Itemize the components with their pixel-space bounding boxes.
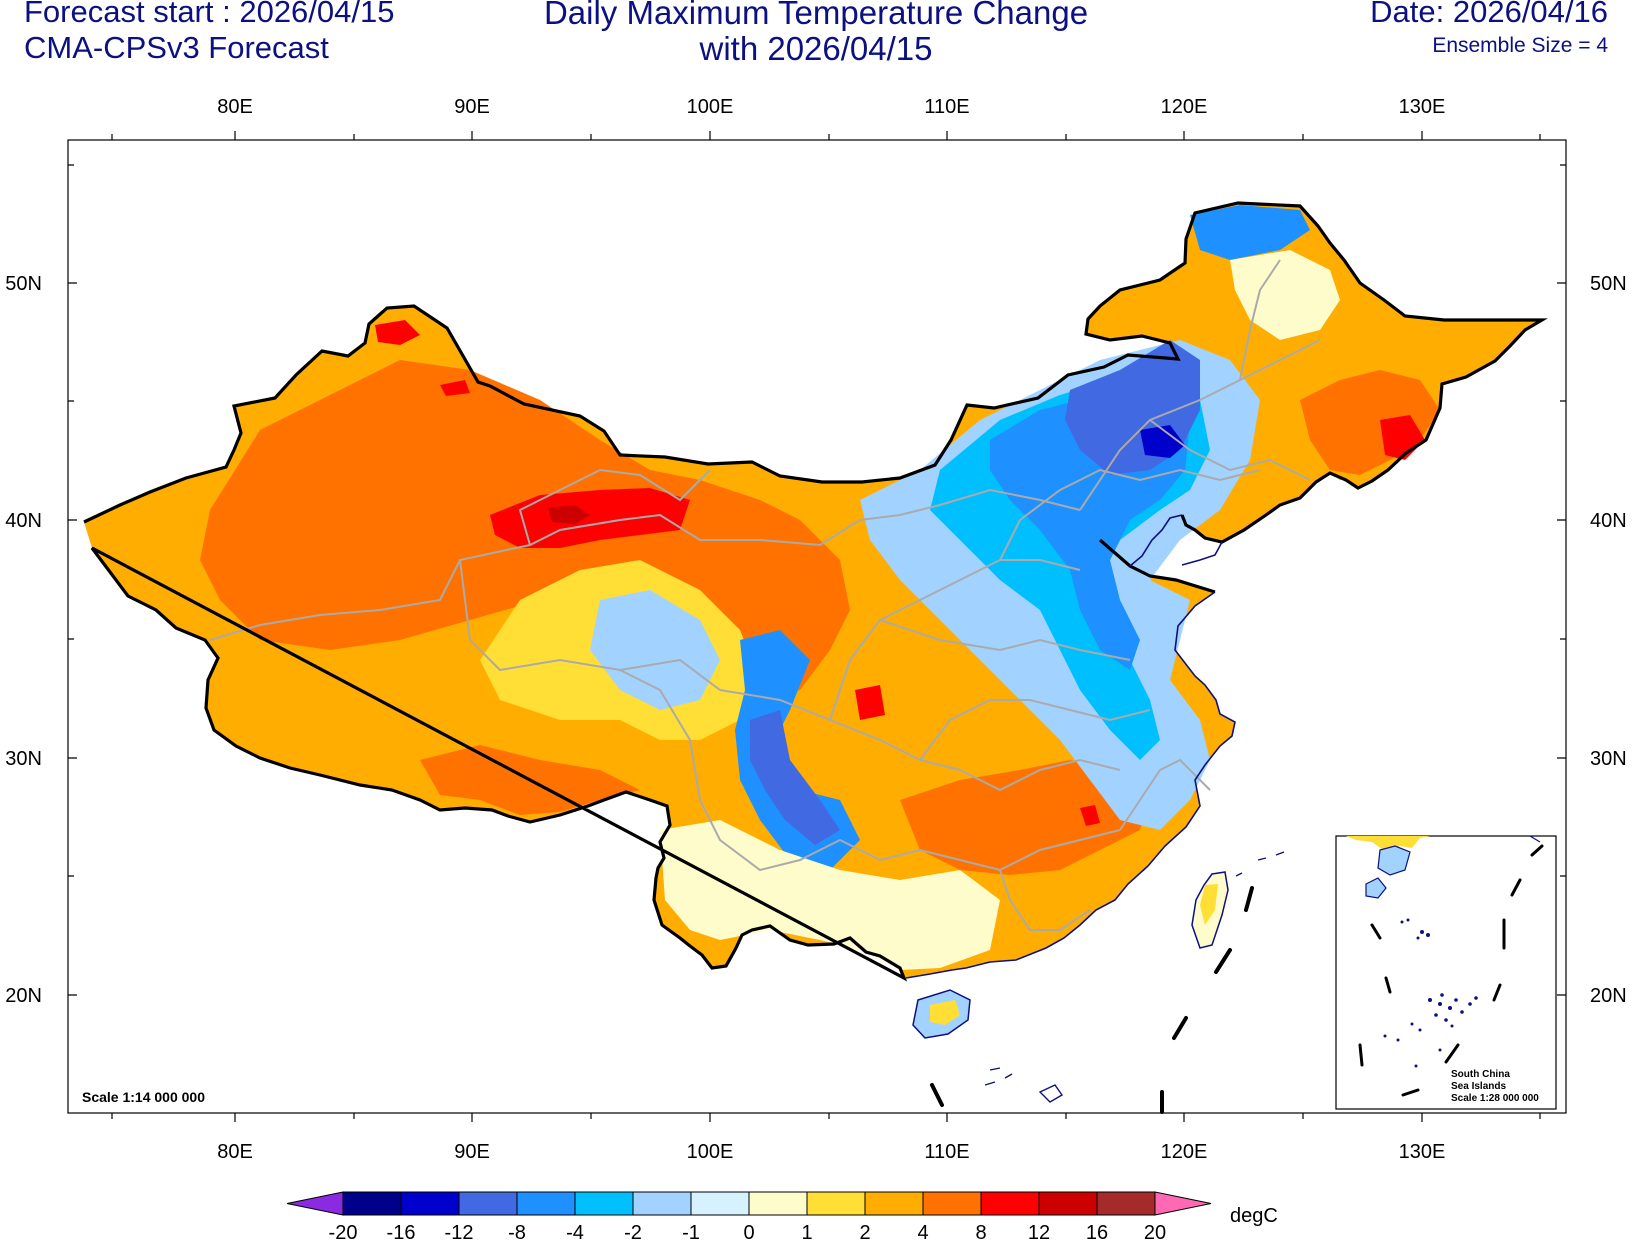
field-blue-sichuan xyxy=(735,630,860,870)
colorbar xyxy=(286,1191,1212,1216)
colorbar-box xyxy=(1038,1191,1098,1216)
map-subtitle: with 2026/04/15 xyxy=(699,30,933,67)
field-darkred-gansu xyxy=(548,505,590,524)
colorbar-unit: degC xyxy=(1230,1205,1278,1227)
colorbar-box xyxy=(690,1191,750,1216)
lon-label-bottom-110e: 110E xyxy=(924,1141,969,1163)
lat-label-right-30n: 30N xyxy=(1590,748,1627,770)
lon-label-bottom-90e: 90E xyxy=(454,1141,490,1163)
colorbar-box xyxy=(400,1191,460,1216)
lat-label-left-30n: 30N xyxy=(5,748,42,770)
colorbar-tick-label: -4 xyxy=(566,1222,584,1241)
field-orange-south xyxy=(900,760,1150,875)
ensemble-size-label: Ensemble Size = 4 xyxy=(1432,34,1608,57)
colorbar-box xyxy=(516,1191,576,1216)
lon-label-bottom-130e: 130E xyxy=(1399,1141,1446,1163)
field-pale-northeast xyxy=(1230,250,1340,340)
lat-label-right-40n: 40N xyxy=(1590,510,1627,532)
colorbar-box xyxy=(342,1191,402,1216)
colorbar-box xyxy=(922,1191,982,1216)
field-red-north-xj xyxy=(375,320,420,345)
lat-label-left-20n: 20N xyxy=(5,985,42,1007)
china-border xyxy=(83,201,1548,982)
colorbar-tick-label: 0 xyxy=(743,1222,754,1241)
bohai-coast xyxy=(1129,514,1223,567)
lon-label-top-90e: 90E xyxy=(454,96,490,118)
nine-dash-line xyxy=(930,886,1254,1114)
field-blue-far-northeast xyxy=(1190,205,1310,260)
colorbar-tick-label: 2 xyxy=(859,1222,870,1241)
field-lightblue-tibet xyxy=(590,590,720,710)
colorbar-tick-label: -16 xyxy=(387,1222,416,1241)
lat-label-left-50n: 50N xyxy=(5,273,42,295)
colorbar-tick-label: -2 xyxy=(624,1222,642,1241)
colorbar-tick-label: -8 xyxy=(508,1222,526,1241)
colorbar-box xyxy=(1096,1191,1156,1216)
lon-label-top-110e: 110E xyxy=(924,96,969,118)
colorbar-labels: -20 -16 -12 -8 -4 -2 -1 0 1 2 4 8 12 16 20 xyxy=(329,1222,1167,1241)
axis-ticks xyxy=(68,131,1566,1122)
taiwan-warm xyxy=(1200,884,1218,925)
inset-title-line2: Sea Islands xyxy=(1451,1081,1506,1092)
lat-label-left-40n: 40N xyxy=(5,510,42,532)
colorbar-tick-label: -20 xyxy=(329,1222,358,1241)
lon-label-top-80e: 80E xyxy=(217,96,253,118)
colorbar-tick-label: 16 xyxy=(1086,1222,1108,1241)
colorbar-tick-label: 4 xyxy=(917,1222,928,1241)
lon-label-top-100e: 100E xyxy=(687,96,734,118)
colorbar-tick-label: 8 xyxy=(975,1222,986,1241)
field-red-south xyxy=(1080,805,1100,826)
valid-date-label: Date: 2026/04/16 xyxy=(1370,0,1608,29)
colorbar-tick-label: -12 xyxy=(445,1222,474,1241)
lat-label-right-20n: 20N xyxy=(1590,985,1627,1007)
province-boundaries xyxy=(209,259,1321,931)
field-red-dzungar xyxy=(440,380,470,396)
lon-label-bottom-100e: 100E xyxy=(687,1141,734,1163)
hainan-yellow xyxy=(930,1000,960,1025)
colorbar-box xyxy=(574,1191,634,1216)
map-scale-label: Scale 1:14 000 000 xyxy=(82,1089,205,1105)
lon-label-top-120e: 120E xyxy=(1161,96,1208,118)
coastline xyxy=(905,591,1236,979)
south-china-sea-inset: South China Sea Islands Scale 1:28 000 0… xyxy=(1335,835,1557,1110)
colorbar-box xyxy=(748,1191,808,1216)
forecast-start-label: Forecast start : 2026/04/15 xyxy=(24,0,395,29)
model-label: CMA-CPSv3 Forecast xyxy=(24,30,329,65)
field-red-gansu xyxy=(490,488,690,548)
colorbar-tick-label: 20 xyxy=(1144,1222,1166,1241)
colorbar-box xyxy=(864,1191,924,1216)
field-royalblue-sichuan xyxy=(750,710,840,845)
lat-label-right-50n: 50N xyxy=(1590,273,1627,295)
colorbar-box xyxy=(458,1191,518,1216)
lon-label-bottom-120e: 120E xyxy=(1161,1141,1208,1163)
colorbar-box xyxy=(806,1191,866,1216)
colorbar-tick-label: -1 xyxy=(682,1222,700,1241)
inset-title-line1: South China xyxy=(1451,1069,1510,1080)
colorbar-tick-label: 12 xyxy=(1028,1222,1050,1241)
inset-scale-label: Scale 1:28 000 000 xyxy=(1451,1093,1539,1104)
field-darkblue-core xyxy=(1140,425,1185,458)
south-sea-islands xyxy=(984,851,1285,1103)
colorbar-triangle-high xyxy=(1154,1191,1212,1216)
colorbar-box xyxy=(632,1191,692,1216)
colorbar-triangle-low xyxy=(286,1191,344,1216)
lon-label-bottom-80e: 80E xyxy=(217,1141,253,1163)
colorbar-tick-label: 1 xyxy=(801,1222,812,1241)
lon-label-top-130e: 130E xyxy=(1399,96,1446,118)
map-title: Daily Maximum Temperature Change xyxy=(543,0,1089,31)
field-red-chongqing xyxy=(855,685,885,720)
colorbar-box xyxy=(980,1191,1040,1216)
